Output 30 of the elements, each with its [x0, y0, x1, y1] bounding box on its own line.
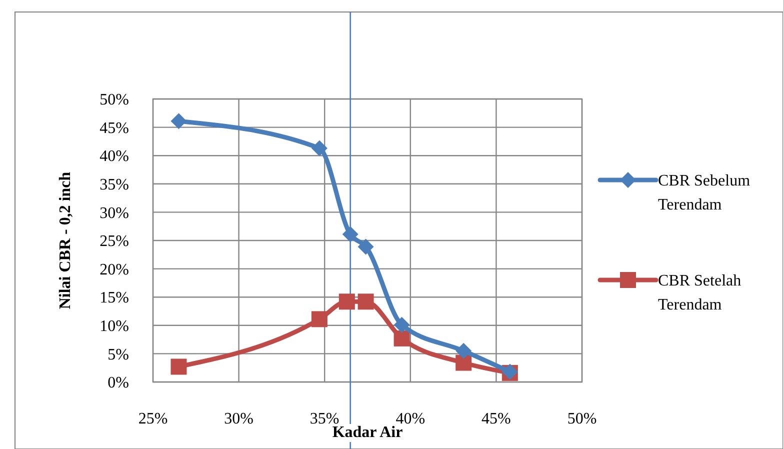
- legend-label: CBR Setelah Terendam: [658, 272, 742, 314]
- x-tick-label: 30%: [224, 410, 254, 428]
- point: [394, 330, 410, 346]
- x-tick-label: 50%: [567, 410, 597, 428]
- y-tick-label: 20%: [100, 261, 129, 278]
- point: [358, 294, 374, 310]
- y-tick-label: 5%: [108, 346, 129, 364]
- y-tick-label: 10%: [100, 318, 129, 335]
- x-tick-label: 45%: [482, 410, 511, 428]
- y-tick-label: 35%: [100, 176, 129, 194]
- point: [311, 311, 328, 328]
- point: [456, 342, 472, 359]
- y-tick-label: 15%: [100, 290, 129, 307]
- point: [342, 226, 358, 242]
- point: [170, 113, 187, 130]
- point: [394, 316, 410, 333]
- point: [338, 294, 355, 310]
- point: [170, 358, 187, 375]
- y-tick-label: 45%: [100, 120, 129, 137]
- x-tick-label: 25%: [138, 410, 168, 428]
- y-tick-label: 0%: [108, 374, 129, 392]
- legend-label: CBR Sebelum Terendam: [658, 172, 751, 214]
- y-axis-title: Nilai CBR - 0,2 inch: [57, 172, 74, 310]
- point: [358, 238, 374, 255]
- y-tick-label: 50%: [100, 92, 129, 109]
- y-tick-label: 30%: [100, 204, 129, 222]
- y-tick-label: 25%: [100, 233, 129, 250]
- point: [456, 354, 472, 371]
- point: [311, 140, 328, 156]
- y-tick-label: 40%: [100, 148, 129, 166]
